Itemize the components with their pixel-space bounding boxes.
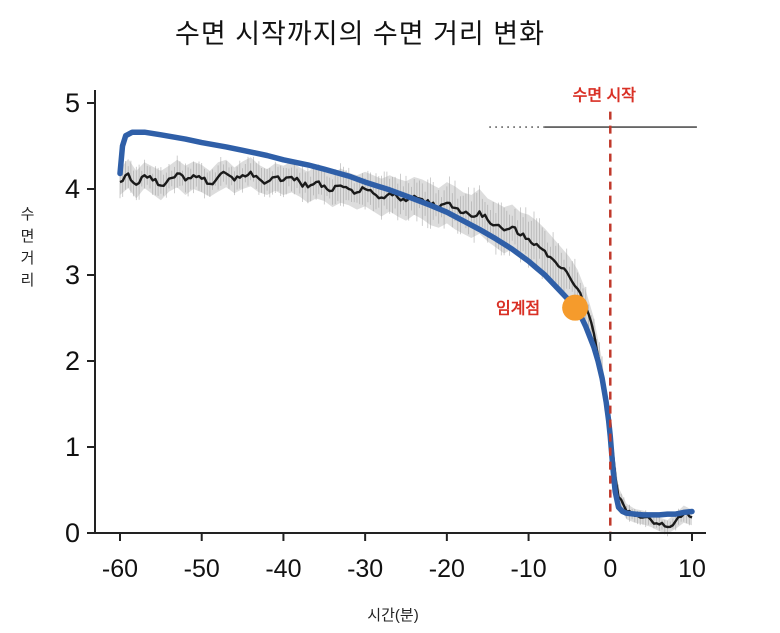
x-tick-label: -40 [265,555,301,583]
y-tick-label: 5 [65,88,80,118]
chart-title: 수면 시작까지의 수면 거리 변화 [175,19,545,49]
critical-point-dot [562,294,589,321]
onset-label: 수면 시작 [573,87,637,105]
y-tick-label: 1 [65,432,80,462]
critical-point-label: 임계점 [496,299,540,318]
y-tick-label: 2 [65,346,80,376]
x-tick-label: -60 [102,555,138,583]
mean-line [119,170,693,529]
x-tick-label: 10 [678,555,706,583]
x-tick-label: -20 [429,555,465,583]
x-tick-label: -10 [511,555,547,583]
x-tick-label: -30 [347,555,383,583]
x-axis-label: 시간(분) [367,607,419,624]
model-line [117,129,695,518]
y-axis-label: 수면거리 [18,206,35,294]
confidence-band [120,157,692,534]
y-tick-label: 0 [65,518,80,548]
y-tick-label: 4 [65,174,80,204]
x-tick-label: -50 [184,555,220,583]
x-tick-label: 0 [603,555,617,583]
y-tick-label: 3 [65,260,80,290]
